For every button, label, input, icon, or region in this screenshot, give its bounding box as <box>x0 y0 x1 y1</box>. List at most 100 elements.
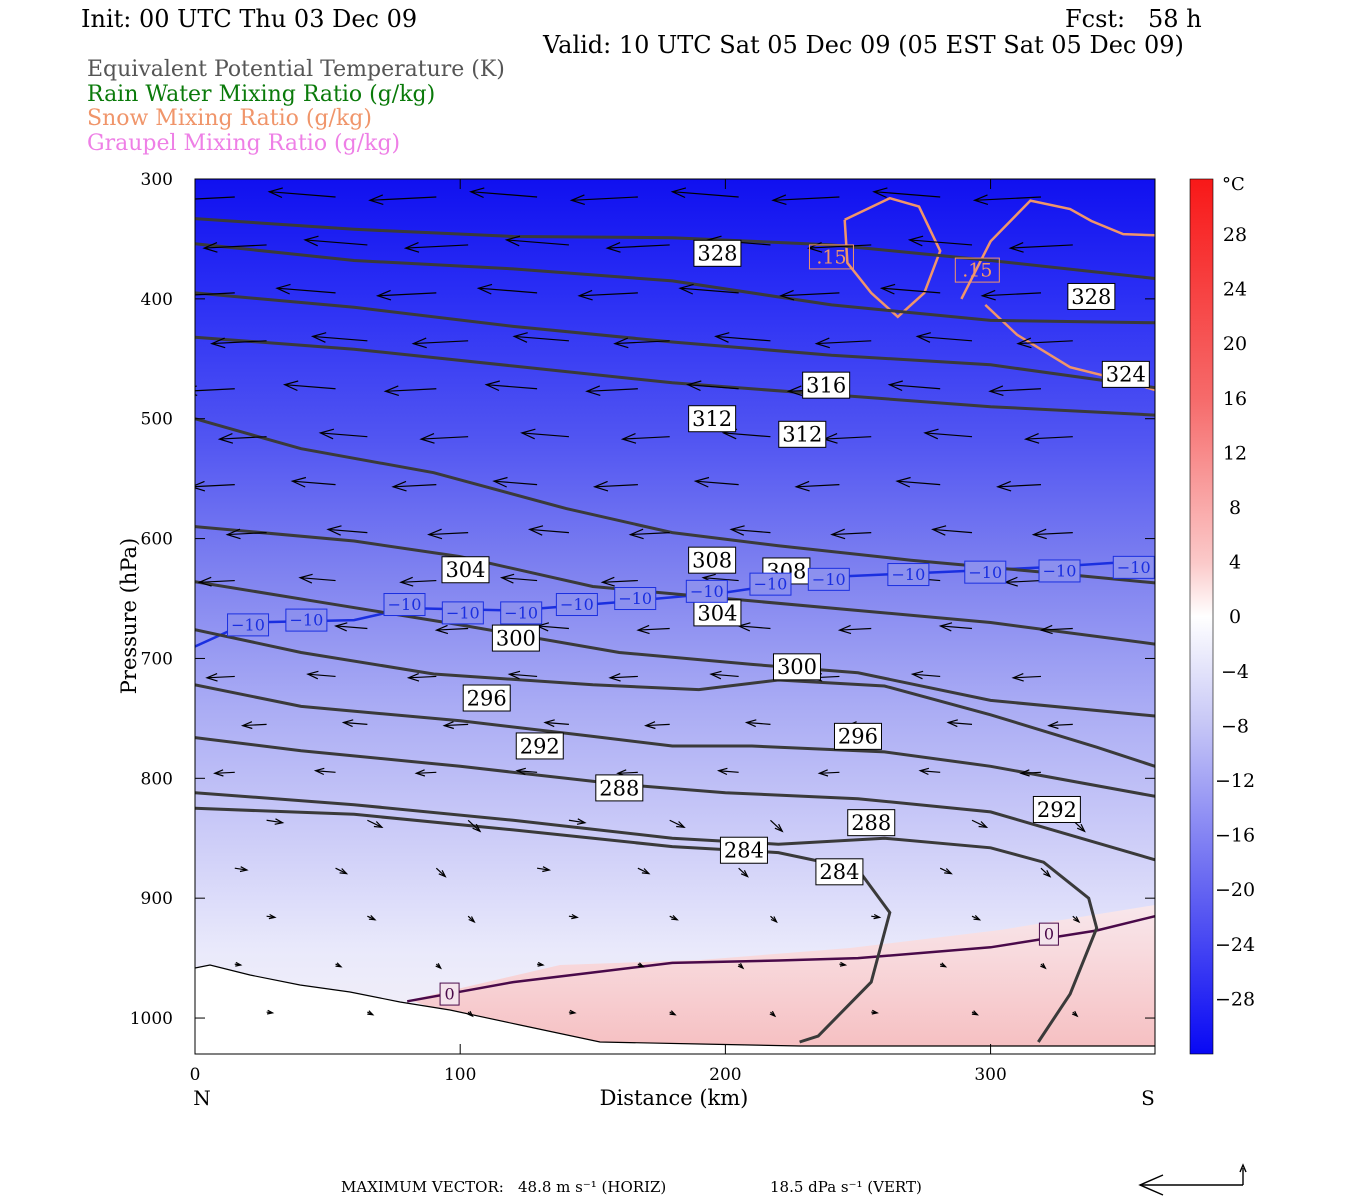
wind-vector-arrow <box>887 380 941 392</box>
svg-text:296: 296 <box>838 725 878 749</box>
svg-text:−10: −10 <box>504 604 538 623</box>
wind-vector-arrow <box>303 235 368 247</box>
colorbar-tick-label: 24 <box>1223 279 1247 301</box>
svg-text:312: 312 <box>782 423 822 447</box>
theta-e-label-292: 292 <box>1032 795 1081 823</box>
svg-text:296: 296 <box>467 686 507 710</box>
colorbar-tick-label: 16 <box>1223 388 1247 410</box>
wind-vector-arrow <box>537 961 545 967</box>
wind-vector-arrow <box>931 525 973 536</box>
wind-vector-arrow <box>1023 433 1073 444</box>
wind-vector-arrow <box>210 337 267 349</box>
svg-text:312: 312 <box>692 407 732 431</box>
theta-e-label-300: 300 <box>772 653 821 681</box>
wind-vector-arrow <box>600 576 638 587</box>
max-vector-vertical: 18.5 dPa s⁻¹ (VERT) <box>770 1178 922 1196</box>
max-vector-label: MAXIMUM VECTOR: <box>341 1178 504 1196</box>
wind-vector-arrow <box>871 913 882 920</box>
colorbar-tick-label: −24 <box>1215 934 1255 956</box>
theta-e-label-328: 328 <box>693 239 742 267</box>
isotherm-label--10: −10 <box>807 567 850 591</box>
wind-vector-arrow <box>871 1009 879 1015</box>
wind-vector-arrow <box>197 576 235 587</box>
wind-vector-arrow <box>895 476 941 488</box>
snow-label: .15 <box>808 244 854 270</box>
wind-vector-arrow <box>335 867 349 875</box>
colorbar-tick-label: −4 <box>1221 661 1249 683</box>
wind-vector-arrow <box>585 385 638 396</box>
wind-vector-arrow <box>275 283 336 295</box>
svg-text:−10: −10 <box>231 615 265 634</box>
colorbar-tick-label: 12 <box>1223 442 1247 464</box>
theta-e-contour-288 <box>195 791 1099 1043</box>
wind-vector-arrow <box>411 337 469 349</box>
wind-vector-arrow <box>568 913 579 920</box>
wind-vector-arrow <box>971 914 982 921</box>
theta-e-contour-328 <box>195 217 1155 280</box>
wind-vector-arrow <box>543 719 569 728</box>
wind-vector-arrow <box>872 187 941 199</box>
theta-e-label-308: 308 <box>688 546 737 574</box>
isotherm-label--10: −10 <box>227 613 270 637</box>
wind-vector-arrow <box>467 819 482 833</box>
wind-vector-arrow <box>499 573 538 584</box>
warm-layer-shading <box>410 905 1155 1054</box>
wind-vector-arrow <box>568 1009 577 1015</box>
y-tick-label: 600 <box>141 530 173 550</box>
svg-text:−10: −10 <box>891 565 925 584</box>
svg-text:288: 288 <box>851 811 891 835</box>
forecast-hour-label: Fcst: 58 h <box>1065 5 1202 33</box>
wind-vector-arrow <box>678 283 739 295</box>
wind-vector-arrow <box>1008 242 1073 253</box>
wind-vector-arrow <box>709 670 739 680</box>
svg-text:−10: −10 <box>1117 558 1151 577</box>
temperature-shading <box>195 179 1155 1054</box>
wind-vector-arrow <box>527 525 569 536</box>
theta-e-label-324: 324 <box>1101 360 1150 388</box>
colorbar-unit: °C <box>1222 174 1245 195</box>
svg-text:−10: −10 <box>690 582 724 601</box>
wind-vector-arrow <box>669 914 679 921</box>
svg-text:−10: −10 <box>560 595 594 614</box>
wind-vector-arrow <box>729 525 771 536</box>
theta-e-contour-292 <box>195 736 1155 862</box>
svg-text:328: 328 <box>697 242 737 266</box>
y-tick-label: 900 <box>141 889 173 909</box>
wind-vector-arrow <box>234 866 249 873</box>
wind-vector-arrow <box>1016 337 1073 349</box>
wind-vector-arrow <box>946 719 973 728</box>
wind-vector-arrow <box>1011 673 1041 682</box>
legend-theta-e: Equivalent Potential Temperature (K) <box>87 57 505 82</box>
svg-text:300: 300 <box>777 655 817 679</box>
valid-time-label: Valid: 10 UTC Sat 05 Dec 09 (05 EST Sat … <box>543 31 1184 59</box>
isotherm-label--10: −10 <box>887 563 930 587</box>
wind-vector-arrow <box>1040 963 1047 970</box>
x-tick-label: 0 <box>190 1065 201 1085</box>
theta-e-label-300: 300 <box>491 624 540 652</box>
colorbar-tick-label: −8 <box>1221 715 1249 737</box>
wind-vector-arrow <box>1031 528 1073 540</box>
wind-vector-arrow <box>467 915 476 924</box>
wind-vector-arrow <box>537 866 552 873</box>
wind-vector-arrow <box>839 961 848 967</box>
wind-vector-arrow <box>367 1010 375 1016</box>
isotherm-label-0: 0 <box>1038 922 1059 946</box>
wind-vector-arrow <box>837 624 872 635</box>
svg-text:−10: −10 <box>968 563 1002 582</box>
wind-vector-arrow <box>391 480 437 492</box>
wind-vector-arrow <box>507 670 538 680</box>
theta-e-label-296: 296 <box>833 722 882 750</box>
wind-vector-arrow <box>915 332 973 343</box>
theta-e-label-312: 312 <box>688 405 737 433</box>
south-end-label: S <box>1141 1086 1155 1110</box>
wind-vector-arrow <box>569 194 638 205</box>
wind-vector-arrow <box>910 670 941 680</box>
svg-text:−10: −10 <box>618 589 652 608</box>
wind-vector-arrow <box>205 673 235 682</box>
svg-text:308: 308 <box>692 549 732 573</box>
wind-vector-arrow <box>737 963 745 970</box>
x-tick-label: 300 <box>974 1065 1006 1085</box>
wind-vector-arrow <box>512 332 569 343</box>
isotherm-label--10: −10 <box>285 608 328 632</box>
wind-vector-arrow <box>716 767 739 776</box>
